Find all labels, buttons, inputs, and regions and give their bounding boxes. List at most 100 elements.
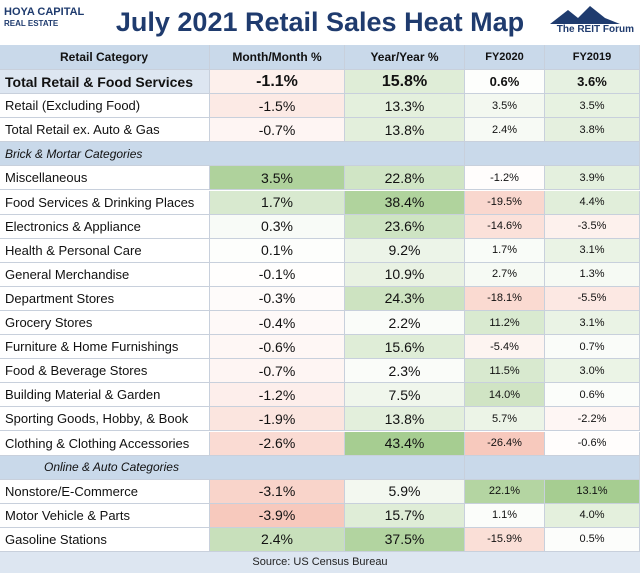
category: Nonstore/E-Commerce bbox=[0, 479, 210, 504]
value-cell: 0.1% bbox=[210, 238, 345, 263]
value-cell: -19.5% bbox=[465, 190, 545, 215]
value-cell: 2.3% bbox=[345, 359, 465, 384]
cell: FY2019 bbox=[545, 45, 640, 70]
value-cell: 1.7% bbox=[465, 238, 545, 263]
value-cell: 43.4% bbox=[345, 431, 465, 456]
value-cell: 15.7% bbox=[345, 503, 465, 528]
category: Retail (Excluding Food) bbox=[0, 94, 210, 119]
cell bbox=[465, 142, 640, 167]
value-cell: 13.1% bbox=[545, 479, 640, 504]
value-cell: -0.7% bbox=[210, 118, 345, 143]
value-cell: -26.4% bbox=[465, 431, 545, 456]
category: Total Retail & Food Services bbox=[0, 70, 210, 95]
cell: Retail Category bbox=[0, 45, 210, 70]
value-cell: 0.7% bbox=[545, 335, 640, 360]
value-cell: -2.2% bbox=[545, 407, 640, 432]
logo-right: The REIT Forum bbox=[556, 24, 634, 35]
category: Food & Beverage Stores bbox=[0, 359, 210, 384]
value-cell: 5.7% bbox=[465, 407, 545, 432]
category: Health & Personal Care bbox=[0, 238, 210, 263]
category: Motor Vehicle & Parts bbox=[0, 503, 210, 528]
category: Sporting Goods, Hobby, & Book bbox=[0, 407, 210, 432]
category: General Merchandise bbox=[0, 262, 210, 287]
value-cell: -14.6% bbox=[465, 214, 545, 239]
value-cell: 3.5% bbox=[465, 94, 545, 119]
cell: Year/Year % bbox=[345, 45, 465, 70]
category: Building Material & Garden bbox=[0, 383, 210, 408]
value-cell: -5.4% bbox=[465, 335, 545, 360]
value-cell: 1.3% bbox=[545, 262, 640, 287]
value-cell: 3.0% bbox=[545, 359, 640, 384]
value-cell: 3.1% bbox=[545, 311, 640, 336]
value-cell: 1.7% bbox=[210, 190, 345, 215]
value-cell: -5.5% bbox=[545, 286, 640, 311]
category: Department Stores bbox=[0, 286, 210, 311]
value-cell: -0.3% bbox=[210, 286, 345, 311]
logo-mountains bbox=[550, 6, 620, 24]
value-cell: -0.7% bbox=[210, 359, 345, 384]
value-cell: -1.5% bbox=[210, 94, 345, 119]
category: Clothing & Clothing Accessories bbox=[0, 431, 210, 456]
cell: Month/Month % bbox=[210, 45, 345, 70]
value-cell: 3.5% bbox=[545, 94, 640, 119]
value-cell: 3.1% bbox=[545, 238, 640, 263]
value-cell: 2.4% bbox=[210, 527, 345, 552]
category: Grocery Stores bbox=[0, 311, 210, 336]
title: July 2021 Retail Sales Heat Map bbox=[115, 7, 525, 37]
value-cell: 9.2% bbox=[345, 238, 465, 263]
category: Miscellaneous bbox=[0, 166, 210, 191]
category: Gasoline Stations bbox=[0, 527, 210, 552]
value-cell: -1.2% bbox=[465, 166, 545, 191]
value-cell: 1.1% bbox=[465, 503, 545, 528]
value-cell: 0.6% bbox=[545, 383, 640, 408]
value-cell: -3.5% bbox=[545, 214, 640, 239]
value-cell: 3.8% bbox=[545, 118, 640, 143]
value-cell: 2.4% bbox=[465, 118, 545, 143]
value-cell: -1.2% bbox=[210, 383, 345, 408]
value-cell: 3.5% bbox=[210, 166, 345, 191]
section-label: Online & Auto Categories bbox=[0, 455, 465, 480]
value-cell: 15.8% bbox=[345, 70, 465, 95]
value-cell: 11.5% bbox=[465, 359, 545, 384]
cell bbox=[465, 455, 640, 480]
value-cell: 37.5% bbox=[345, 527, 465, 552]
category: Electronics & Appliance bbox=[0, 214, 210, 239]
value-cell: 13.8% bbox=[345, 118, 465, 143]
value-cell: -0.6% bbox=[210, 335, 345, 360]
value-cell: -1.9% bbox=[210, 407, 345, 432]
source: Source: US Census Bureau bbox=[0, 552, 640, 573]
value-cell: 22.1% bbox=[465, 479, 545, 504]
value-cell: 0.3% bbox=[210, 214, 345, 239]
value-cell: 14.0% bbox=[465, 383, 545, 408]
value-cell: 13.3% bbox=[345, 94, 465, 119]
value-cell: -1.1% bbox=[210, 70, 345, 95]
cell: FY2020 bbox=[465, 45, 545, 70]
value-cell: 22.8% bbox=[345, 166, 465, 191]
category: Furniture & Home Furnishings bbox=[0, 335, 210, 360]
value-cell: -0.1% bbox=[210, 262, 345, 287]
value-cell: 15.6% bbox=[345, 335, 465, 360]
value-cell: -0.6% bbox=[545, 431, 640, 456]
category: Total Retail ex. Auto & Gas bbox=[0, 118, 210, 143]
value-cell: 10.9% bbox=[345, 262, 465, 287]
value-cell: 3.9% bbox=[545, 166, 640, 191]
value-cell: 13.8% bbox=[345, 407, 465, 432]
value-cell: 0.6% bbox=[465, 70, 545, 95]
value-cell: -3.1% bbox=[210, 479, 345, 504]
section-label: Brick & Mortar Categories bbox=[0, 142, 465, 167]
value-cell: -15.9% bbox=[465, 527, 545, 552]
value-cell: 24.3% bbox=[345, 286, 465, 311]
value-cell: 2.7% bbox=[465, 262, 545, 287]
value-cell: 4.0% bbox=[545, 503, 640, 528]
value-cell: -0.4% bbox=[210, 311, 345, 336]
logo-line: REAL ESTATE bbox=[4, 19, 59, 28]
value-cell: 3.6% bbox=[545, 70, 640, 95]
logo-left: HOYA CAPITAL REAL ESTATE bbox=[4, 6, 84, 30]
value-cell: 5.9% bbox=[345, 479, 465, 504]
value-cell: 4.4% bbox=[545, 190, 640, 215]
value-cell: -2.6% bbox=[210, 431, 345, 456]
logo-line: HOYA CAPITAL bbox=[4, 6, 85, 18]
value-cell: -18.1% bbox=[465, 286, 545, 311]
value-cell: 2.2% bbox=[345, 311, 465, 336]
